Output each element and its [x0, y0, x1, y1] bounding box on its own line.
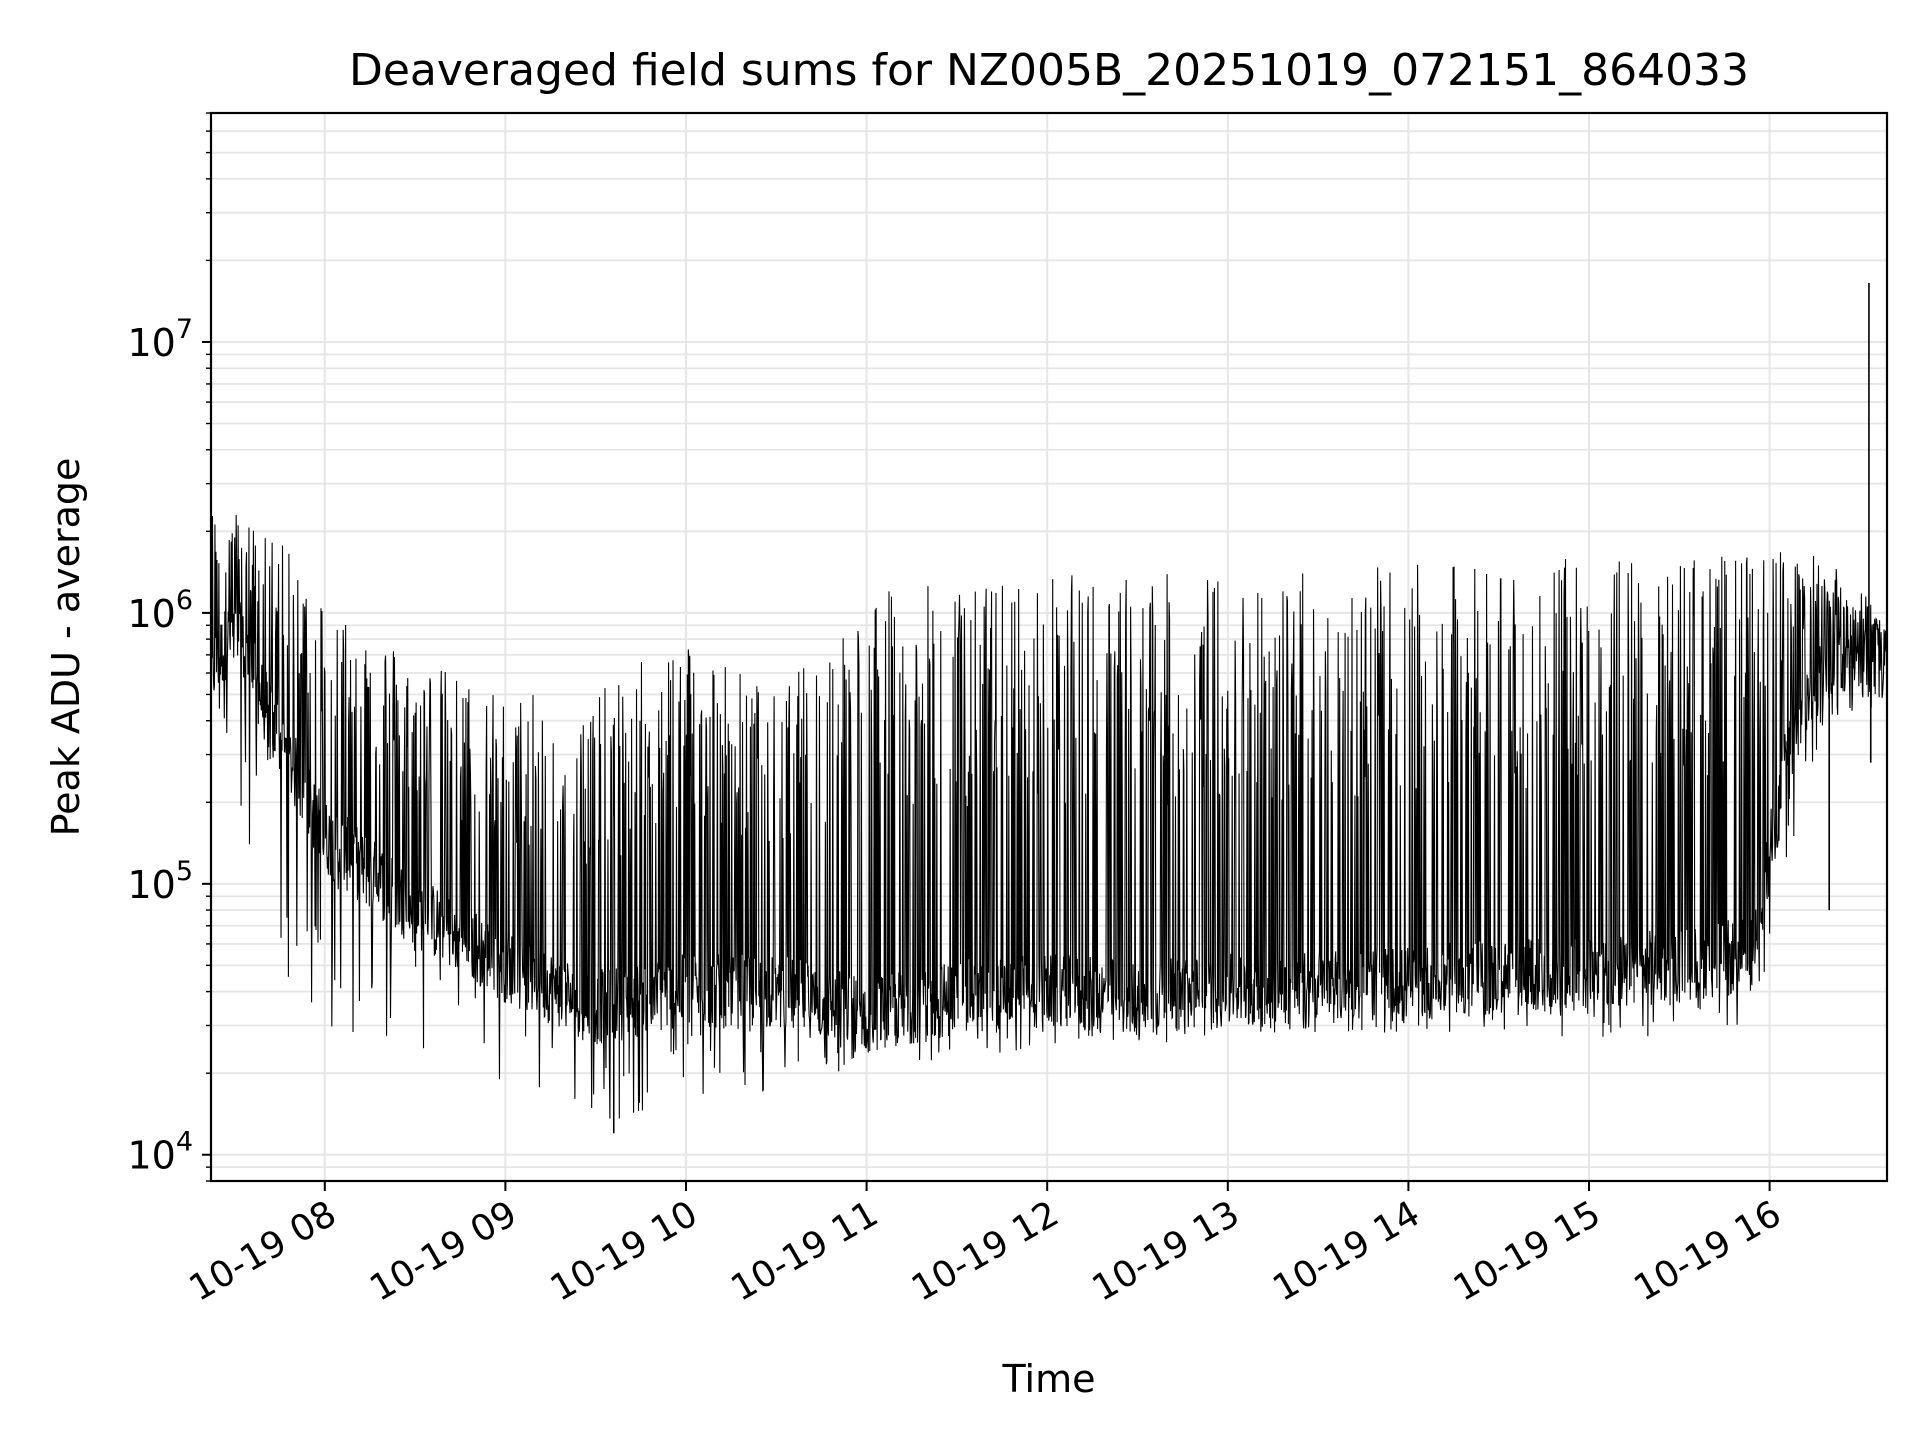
y-tick-base: 10 [127, 321, 175, 365]
plot-frame [209, 111, 1889, 1183]
chart-title: Deaveraged field sums for NZ005B_2025101… [349, 45, 1749, 96]
y-tick-label: 104 [127, 1127, 193, 1178]
y-tick-exponent: 7 [176, 314, 193, 345]
y-tick-base: 10 [127, 863, 175, 907]
x-axis-label: Time [1002, 1357, 1096, 1401]
y-tick-exponent: 6 [176, 585, 193, 616]
series-line [210, 515, 1888, 1119]
y-tick-label: 106 [127, 585, 193, 636]
y-tick-exponent: 5 [176, 856, 193, 887]
y-tick-base: 10 [127, 592, 175, 636]
y-tick-base: 10 [127, 1134, 175, 1178]
y-tick-label: 107 [127, 314, 193, 365]
y-axis-label: Peak ADU - average [44, 458, 88, 837]
y-tick-exponent: 4 [176, 1127, 193, 1158]
y-tick-label: 105 [127, 856, 193, 907]
